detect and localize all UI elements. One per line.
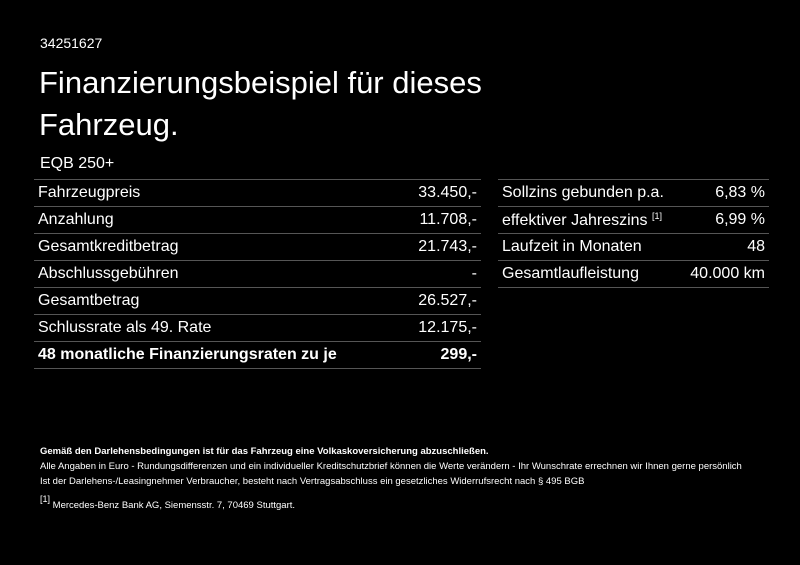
row-value: 48	[680, 233, 769, 261]
table-row: Gesamtlaufleistung 40.000 km	[498, 260, 769, 288]
table-row: Gesamtkreditbetrag 21.743,-	[34, 233, 481, 261]
table-row: Abschlussgebühren -	[34, 260, 481, 288]
row-label-cell: Sollzins gebunden p.a.	[498, 179, 681, 207]
footnote-text: Mercedes-Benz Bank AG, Siemensstr. 7, 70…	[52, 500, 296, 511]
table-row: Anzahlung 11.708,-	[34, 206, 481, 234]
table-row: Gesamtbetrag 26.527,-	[34, 287, 481, 315]
row-label: Anzahlung	[34, 206, 402, 234]
row-label: Gesamtkreditbetrag	[34, 233, 402, 261]
row-value: 12.175,-	[401, 314, 481, 342]
row-label-cell: Gesamtlaufleistung	[498, 260, 681, 288]
row-value: 6,99 %	[680, 206, 769, 234]
row-value: 299,-	[401, 341, 481, 369]
finance-table: Fahrzeugpreis 33.450,- Anzahlung 11.708,- Ge…	[34, 179, 481, 369]
row-label: Abschlussgebühren	[34, 260, 402, 288]
table-row: Schlussrate als 49. Rate 12.175,-	[34, 314, 481, 342]
row-value: -	[401, 260, 481, 288]
row-value: 21.743,-	[401, 233, 481, 261]
footnote: [1] Mercedes-Benz Bank AG, Siemensstr. 7…	[40, 494, 295, 511]
row-label: Sollzins gebunden p.a.	[502, 184, 664, 201]
model: EQB 250+	[40, 155, 115, 172]
row-label: Gesamtlaufleistung	[502, 265, 639, 282]
note-bold: Gemäß den Darlehensbedingungen ist für d…	[40, 446, 489, 457]
row-value: 11.708,-	[401, 206, 481, 234]
row-label: Schlussrate als 49. Rate	[34, 314, 402, 342]
row-label: Gesamtbetrag	[34, 287, 402, 315]
note: Ist der Darlehens-/Leasingnehmer Verbrau…	[40, 476, 585, 487]
row-label: effektiver Jahreszins	[502, 211, 648, 229]
row-label: Fahrzeugpreis	[34, 179, 402, 207]
table-row: Sollzins gebunden p.a. 6,83 %	[498, 179, 769, 207]
note: Alle Angaben in Euro - Rundungsdifferenz…	[40, 461, 742, 472]
row-value: 26.527,-	[401, 287, 481, 315]
row-value: 40.000 km	[680, 260, 769, 288]
row-label-cell: Laufzeit in Monaten	[498, 233, 681, 261]
row-value: 33.450,-	[401, 179, 481, 207]
footnote-ref: [1]	[652, 210, 663, 221]
row-value: 6,83 %	[680, 179, 769, 207]
footnote-marker: [1]	[40, 494, 51, 504]
row-label: Laufzeit in Monaten	[502, 238, 642, 255]
table-row: Fahrzeugpreis 33.450,-	[34, 179, 481, 207]
table-row: 48 monatliche Finanzierungsraten zu je 29…	[34, 341, 481, 369]
table-row: Laufzeit in Monaten 48	[498, 233, 769, 261]
row-label: 48 monatliche Finanzierungsraten zu je	[34, 341, 402, 369]
title: Finanzierungsbeispiel für dieses Fahrzeu…	[39, 65, 482, 142]
table-row: effektiver Jahreszins [1] 6,99 %	[498, 206, 769, 234]
vehicle-id: 34251627	[40, 35, 103, 51]
rate-table: Sollzins gebunden p.a. 6,83 % effektiver J…	[498, 179, 769, 288]
row-label-cell: effektiver Jahreszins [1]	[498, 206, 681, 234]
